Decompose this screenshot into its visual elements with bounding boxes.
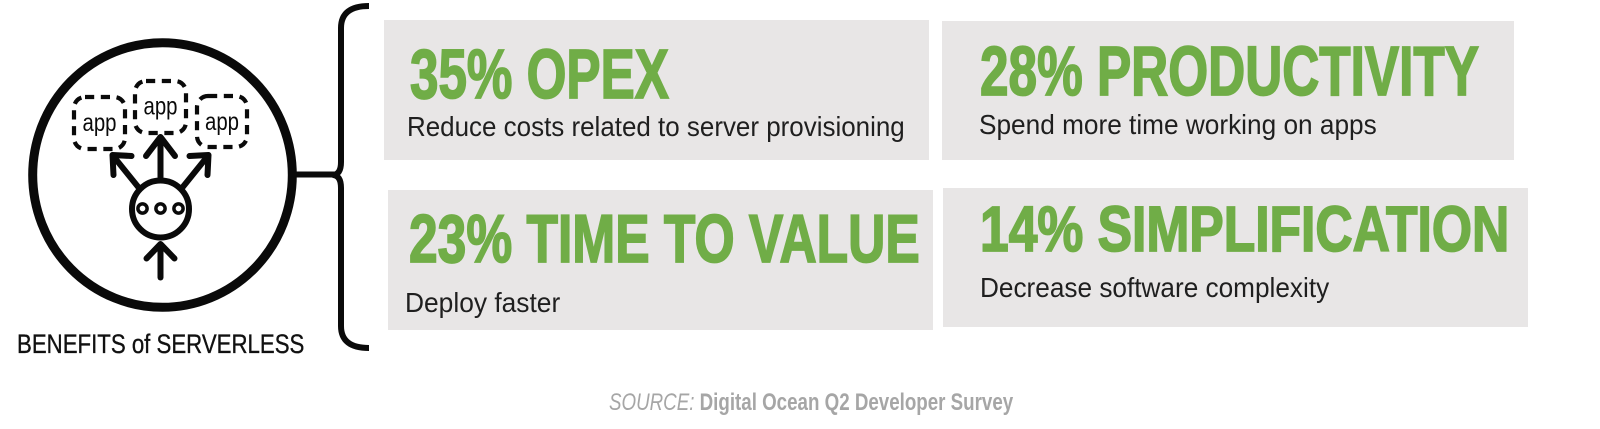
- svg-text:app: app: [83, 109, 117, 137]
- svg-text:app: app: [144, 93, 178, 121]
- svg-text:app: app: [205, 108, 239, 136]
